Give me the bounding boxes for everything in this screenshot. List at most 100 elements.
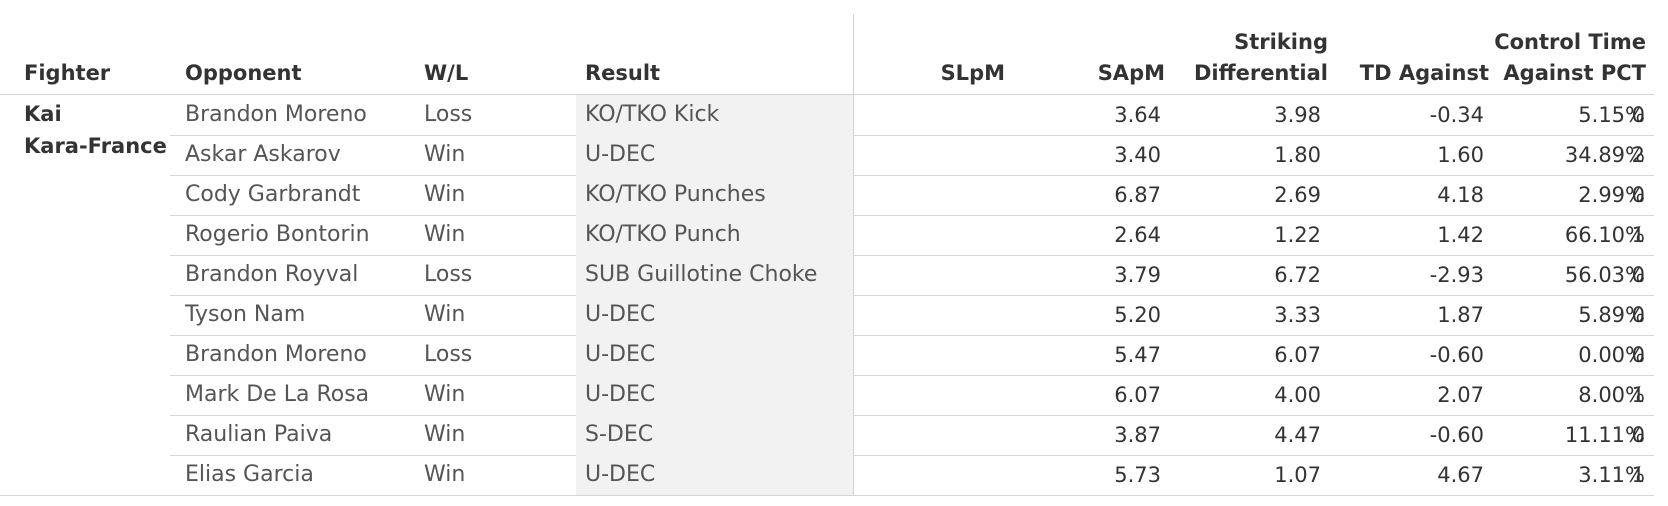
striking-diff-cell: 2.07 [1437,383,1484,407]
opponent-cell: Brandon Moreno [185,102,367,127]
sapm-cell: 1.22 [1274,223,1321,247]
row-divider [170,455,1654,456]
control-pct-cell: 66.10% [1564,223,1645,247]
result-cell: U-DEC [585,302,656,327]
wl-cell: Win [424,302,466,327]
wl-cell: Loss [424,262,473,287]
control-pct-cell: 0.00% [1578,343,1645,367]
wl-cell: Win [424,422,466,447]
striking-diff-cell: 4.18 [1437,183,1484,207]
wl-cell: Win [424,142,466,167]
striking-diff-cell: 1.87 [1437,303,1484,327]
slpm-cell: 5.20 [1114,303,1161,327]
table-row[interactable]: Mark De La Rosa Win U-DEC 6.07 4.00 2.07… [170,375,1654,416]
row-divider [170,415,1654,416]
result-cell-bg [576,375,853,415]
result-cell-bg [576,135,853,175]
fighter-name[interactable]: Kai Kara-France [24,98,167,162]
control-pct-cell: 34.89% [1564,143,1645,167]
opponent-cell: Elias Garcia [185,462,314,487]
result-cell: U-DEC [585,342,656,367]
slpm-cell: 6.87 [1114,183,1161,207]
table-row[interactable]: Askar Askarov Win U-DEC 3.40 1.80 1.60 3… [170,135,1654,176]
opponent-cell: Askar Askarov [185,142,341,167]
sapm-cell: 3.98 [1274,103,1321,127]
sapm-cell: 4.00 [1274,383,1321,407]
control-pct-cell: 56.03% [1564,263,1645,287]
td-against-cell: 1 [1631,463,1645,487]
header-wl[interactable]: W/L [424,61,469,85]
sapm-cell: 2.69 [1274,183,1321,207]
row-divider [170,495,1654,496]
td-against-cell: 2 [1631,143,1645,167]
row-divider [170,375,1654,376]
table-row[interactable]: Tyson Nam Win U-DEC 5.20 3.33 1.87 5.89%… [170,295,1654,336]
slpm-cell: 3.87 [1114,423,1161,447]
slpm-cell: 3.79 [1114,263,1161,287]
control-pct-cell: 5.15% [1578,103,1645,127]
header-result[interactable]: Result [585,61,661,85]
result-cell: U-DEC [585,142,656,167]
header-sapm[interactable]: SApM [1097,61,1165,85]
wl-cell: Win [424,222,466,247]
opponent-cell: Brandon Moreno [185,342,367,367]
slpm-cell: 2.64 [1114,223,1161,247]
control-pct-cell: 2.99% [1578,183,1645,207]
wl-cell: Win [424,382,466,407]
result-cell: U-DEC [585,382,656,407]
striking-diff-cell: 1.42 [1437,223,1484,247]
table-row[interactable]: Brandon Moreno Loss U-DEC 5.47 6.07 -0.6… [170,335,1654,376]
sapm-cell: 4.47 [1274,423,1321,447]
numeric-column-divider [853,94,854,495]
row-divider [170,135,1654,136]
slpm-cell: 3.64 [1114,103,1161,127]
table-row[interactable]: Elias Garcia Win U-DEC 5.73 1.07 4.67 3.… [170,455,1654,496]
control-pct-cell: 11.11% [1564,423,1645,447]
header-td-against[interactable]: TD Against [1359,61,1489,85]
header-control-line2[interactable]: Against PCT [1503,61,1646,85]
opponent-cell: Cody Garbrandt [185,182,361,207]
td-against-cell: 0 [1631,343,1645,367]
table-row[interactable]: Brandon Royval Loss SUB Guillotine Choke… [170,255,1654,296]
result-cell-bg [576,175,853,215]
wl-cell: Win [424,462,466,487]
striking-diff-cell: -0.34 [1429,103,1484,127]
td-against-cell: 0 [1631,263,1645,287]
sapm-cell: 3.33 [1274,303,1321,327]
header-opponent[interactable]: Opponent [185,61,302,85]
header-slpm[interactable]: SLpM [940,61,1005,85]
td-against-cell: 1 [1631,383,1645,407]
row-divider [170,255,1654,256]
control-pct-cell: 5.89% [1578,303,1645,327]
table-row[interactable]: Brandon Moreno Loss KO/TKO Kick 3.64 3.9… [170,95,1654,136]
sapm-cell: 1.07 [1274,463,1321,487]
wl-cell: Loss [424,102,473,127]
result-cell-bg [576,255,853,295]
result-cell: SUB Guillotine Choke [585,262,818,287]
table-row[interactable]: Rogerio Bontorin Win KO/TKO Punch 2.64 1… [170,215,1654,256]
result-cell-bg [576,335,853,375]
control-pct-cell: 8.00% [1578,383,1645,407]
row-divider [170,295,1654,296]
result-cell: KO/TKO Punch [585,222,741,247]
table-row[interactable]: Cody Garbrandt Win KO/TKO Punches 6.87 2… [170,175,1654,216]
result-cell-bg [576,95,853,135]
header-striking-line1[interactable]: Striking [1234,30,1328,54]
opponent-cell: Mark De La Rosa [185,382,370,407]
header-control-line1[interactable]: Control Time [1494,30,1646,54]
striking-diff-cell: 4.67 [1437,463,1484,487]
table-row[interactable]: Raulian Paiva Win S-DEC 3.87 4.47 -0.60 … [170,415,1654,456]
td-against-cell: 0 [1631,103,1645,127]
slpm-cell: 5.73 [1114,463,1161,487]
striking-diff-cell: 1.60 [1437,143,1484,167]
header-fighter[interactable]: Fighter [24,61,111,85]
opponent-cell: Tyson Nam [185,302,306,327]
opponent-cell: Rogerio Bontorin [185,222,370,247]
fighter-bottom-rule [0,495,170,496]
control-pct-cell: 3.11% [1578,463,1645,487]
sapm-cell: 6.72 [1274,263,1321,287]
row-divider [170,335,1654,336]
header-striking-line2[interactable]: Differential [1193,61,1328,85]
result-cell: U-DEC [585,462,656,487]
